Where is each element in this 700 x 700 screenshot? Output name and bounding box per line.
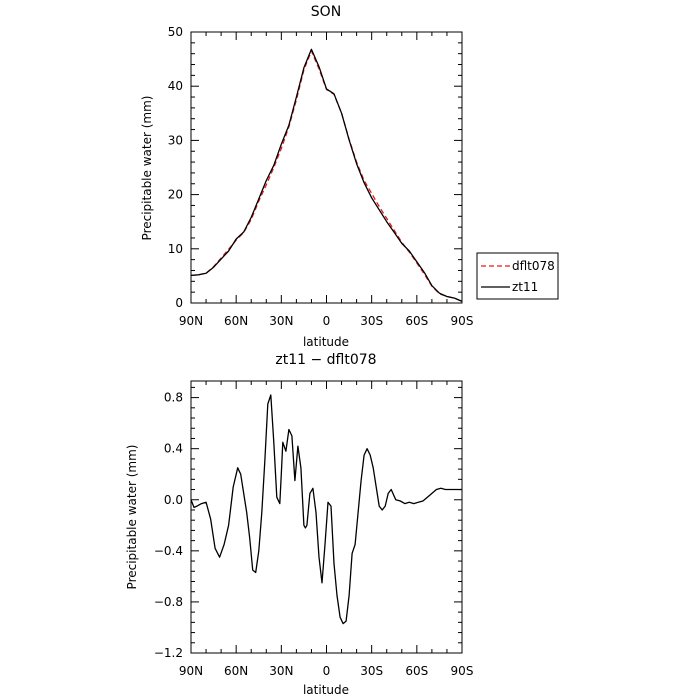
x-tick-label: 30N [269, 314, 293, 328]
y-tick-label: 20 [168, 188, 183, 202]
chart-bottom-y-axis-label: Precipitable water (mm) [125, 445, 139, 590]
chart-bottom-ticks [190, 381, 463, 654]
x-tick-label: 0 [323, 664, 331, 678]
x-tick-label: 90N [179, 664, 203, 678]
x-tick-label: 90S [451, 664, 474, 678]
chart-top-lines [190, 48, 463, 302]
y-tick-label: 0.4 [164, 442, 183, 456]
x-tick-label: 0 [323, 314, 331, 328]
chart-bottom-x-tick-labels: 90N 60N 30N 0 30S 60S 90S [179, 664, 474, 678]
y-tick-label: −0.8 [154, 595, 183, 609]
y-tick-label: 40 [168, 79, 183, 93]
y-tick-label: 10 [168, 242, 183, 256]
chart-bottom-y-tick-labels: −1.2 −0.8 −0.4 0.0 0.4 0.8 [154, 391, 183, 660]
x-tick-label: 30S [360, 314, 383, 328]
y-tick-label: 0.0 [164, 493, 183, 507]
chart-top-y-axis-label: Precipitable water (mm) [140, 96, 154, 241]
y-tick-label: −1.2 [154, 646, 183, 660]
x-tick-label: 90N [179, 314, 203, 328]
chart-top-x-tick-labels: 90N 60N 30N 0 30S 60S 90S [179, 314, 474, 328]
chart-top-frame [190, 31, 463, 304]
x-tick-label: 60S [405, 664, 428, 678]
legend-label-dflt078: dflt078 [512, 259, 555, 273]
x-tick-label: 60N [224, 314, 248, 328]
chart-bottom-frame [190, 380, 463, 654]
x-tick-label: 30S [360, 664, 383, 678]
x-tick-label: 60S [405, 314, 428, 328]
chart-top: SON 0 10 20 30 40 50 90N 60N 30N 0 30S 60S 90S lati… [140, 4, 473, 349]
y-tick-label: 0.8 [164, 391, 183, 405]
chart-bottom-title: zt11 − dflt078 [275, 352, 376, 368]
series-line-zt11 [190, 48, 463, 302]
chart-top-x-axis-label: latitude [303, 335, 349, 349]
chart-top-y-tick-labels: 0 10 20 30 40 50 [168, 25, 183, 310]
legend-box [476, 252, 559, 300]
x-tick-label: 60N [224, 664, 248, 678]
chart-top-title: SON [311, 4, 341, 20]
chart-top-ticks [190, 31, 463, 304]
series-line-diff-0 [190, 394, 462, 625]
chart-bottom-x-axis-label: latitude [303, 683, 349, 697]
legend-label-zt11: zt11 [512, 280, 538, 294]
y-tick-label: 30 [168, 133, 183, 147]
y-tick-label: −0.4 [154, 544, 183, 558]
y-tick-label: 0 [175, 296, 183, 310]
chart-top-legend: dflt078 zt11 [476, 252, 559, 300]
x-tick-label: 90S [451, 314, 474, 328]
chart-bottom-lines [190, 394, 462, 625]
x-tick-label: 30N [269, 664, 293, 678]
y-tick-label: 50 [168, 25, 183, 39]
chart-bottom: zt11 − dflt078 −1.2 −0.8 −0.4 0.0 0.4 0.8 90N… [125, 352, 473, 697]
